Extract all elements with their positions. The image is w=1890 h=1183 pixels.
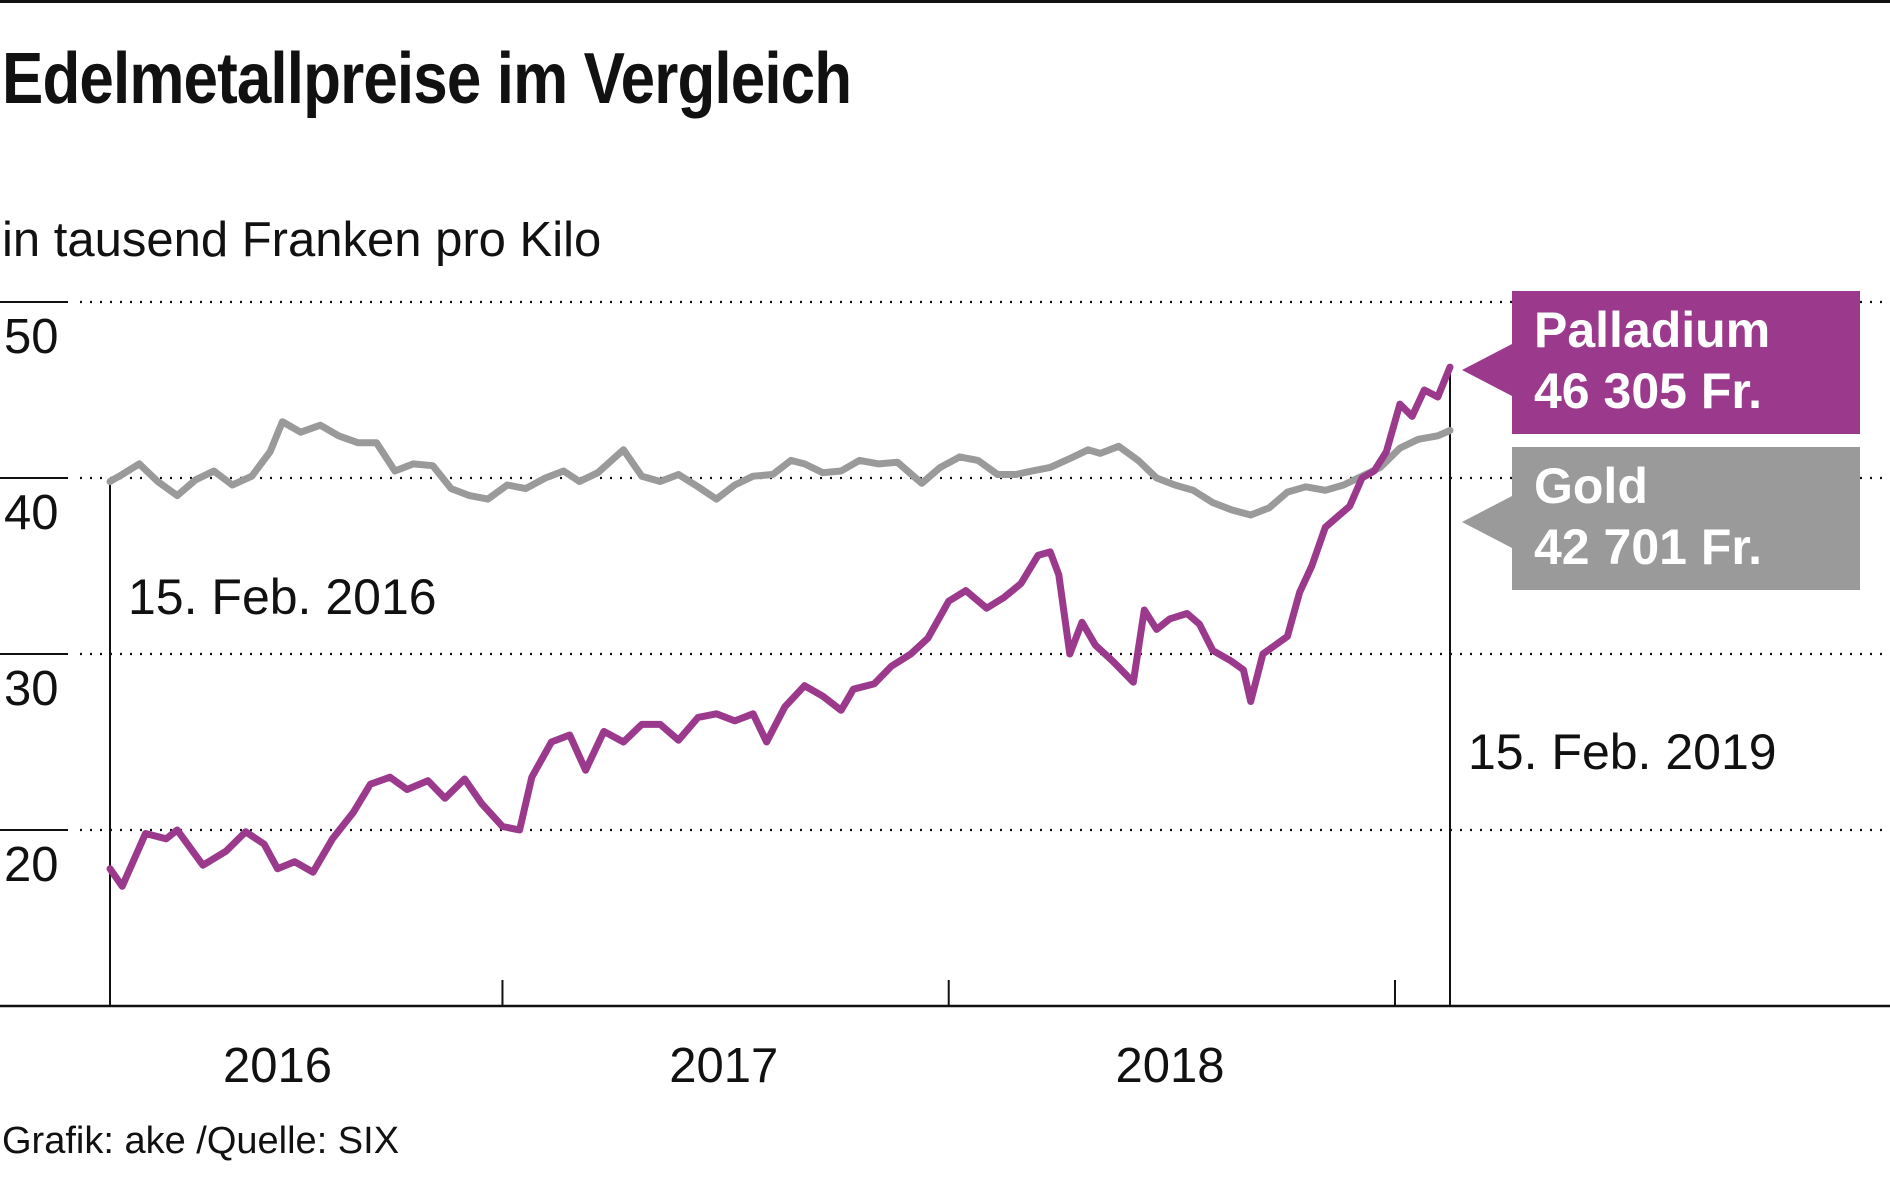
y-tick-label: 50 — [4, 310, 59, 364]
y-axis-labels: 20 30 40 50 — [4, 310, 59, 892]
gold-label-value: 42 701 Fr. — [1534, 519, 1762, 575]
palladium-label-name: Palladium — [1534, 302, 1770, 358]
x-year-label: 2016 — [223, 1039, 332, 1093]
series-line-gold — [106, 418, 1454, 519]
x-axis-ticks — [109, 980, 1396, 1006]
gold-label-pointer — [1462, 496, 1512, 548]
x-year-label: 2018 — [1116, 1039, 1225, 1093]
palladium-label-pointer — [1462, 344, 1512, 396]
palladium-label-box — [1512, 291, 1860, 434]
chart-title: Edelmetallpreise im Vergleich — [2, 39, 852, 119]
top-rule — [0, 0, 1890, 3]
y-tick-label: 40 — [4, 486, 59, 540]
y-tick-label: 20 — [4, 838, 59, 892]
chart-subtitle: in tausend Franken pro Kilo — [2, 213, 602, 267]
end-date-annotation: 15. Feb. 2019 — [1468, 724, 1777, 780]
gridlines — [0, 300, 1890, 832]
start-date-annotation: 15. Feb. 2016 — [128, 569, 437, 625]
x-year-label: 2017 — [669, 1039, 778, 1093]
gold-label-name: Gold — [1534, 458, 1648, 514]
reference-lines: 15. Feb. 2016 15. Feb. 2019 — [109, 367, 1777, 1006]
x-axis-labels: 2016 2017 2018 — [223, 1039, 1225, 1093]
source-note: Grafik: ake /Quelle: SIX — [2, 1120, 400, 1162]
gold-label-box — [1512, 447, 1860, 590]
series-line-palladium — [106, 363, 1454, 890]
palladium-label-value: 46 305 Fr. — [1534, 363, 1762, 419]
y-tick-label: 30 — [4, 662, 59, 716]
series-lines — [106, 363, 1454, 890]
